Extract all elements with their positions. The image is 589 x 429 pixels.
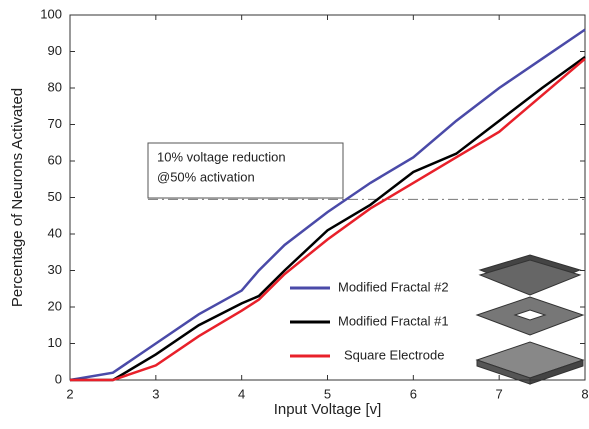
- annotation-box: [147, 142, 344, 199]
- x-tick-label: 2: [66, 386, 73, 401]
- y-tick-label: 20: [48, 298, 62, 313]
- x-tick-label: 3: [152, 386, 159, 401]
- series-line: [70, 57, 586, 382]
- electrode-icons: [475, 254, 585, 385]
- y-tick-label: 50: [48, 189, 62, 204]
- legend-label: Square Electrode: [344, 347, 444, 362]
- y-tick-label: 0: [55, 371, 62, 386]
- x-tick-label: 4: [238, 386, 245, 401]
- y-tick-label: 80: [48, 79, 62, 94]
- y-tick-label: 90: [48, 43, 62, 58]
- series-line: [70, 55, 586, 382]
- y-tick-label: 70: [48, 116, 62, 131]
- x-tick-label: 7: [496, 386, 503, 401]
- x-tick-label: 5: [324, 386, 331, 401]
- x-axis-label: Input Voltage [v]: [274, 401, 382, 418]
- y-tick-label: 40: [48, 225, 62, 240]
- y-tick-label: 30: [48, 262, 62, 277]
- y-tick-label: 100: [40, 6, 62, 21]
- y-tick-label: 10: [48, 335, 62, 350]
- annotation-text: 10% voltage reduction: [157, 149, 286, 164]
- annotation-text: @50% activation: [157, 169, 255, 184]
- y-axis-label: Percentage of Neurons Activated: [9, 88, 26, 307]
- y-tick-label: 60: [48, 152, 62, 167]
- legend-label: Modified Fractal #1: [338, 313, 449, 328]
- legend-label: Modified Fractal #2: [338, 279, 449, 294]
- x-tick-label: 6: [410, 386, 417, 401]
- x-tick-label: 8: [581, 386, 588, 401]
- series-line: [69, 28, 586, 382]
